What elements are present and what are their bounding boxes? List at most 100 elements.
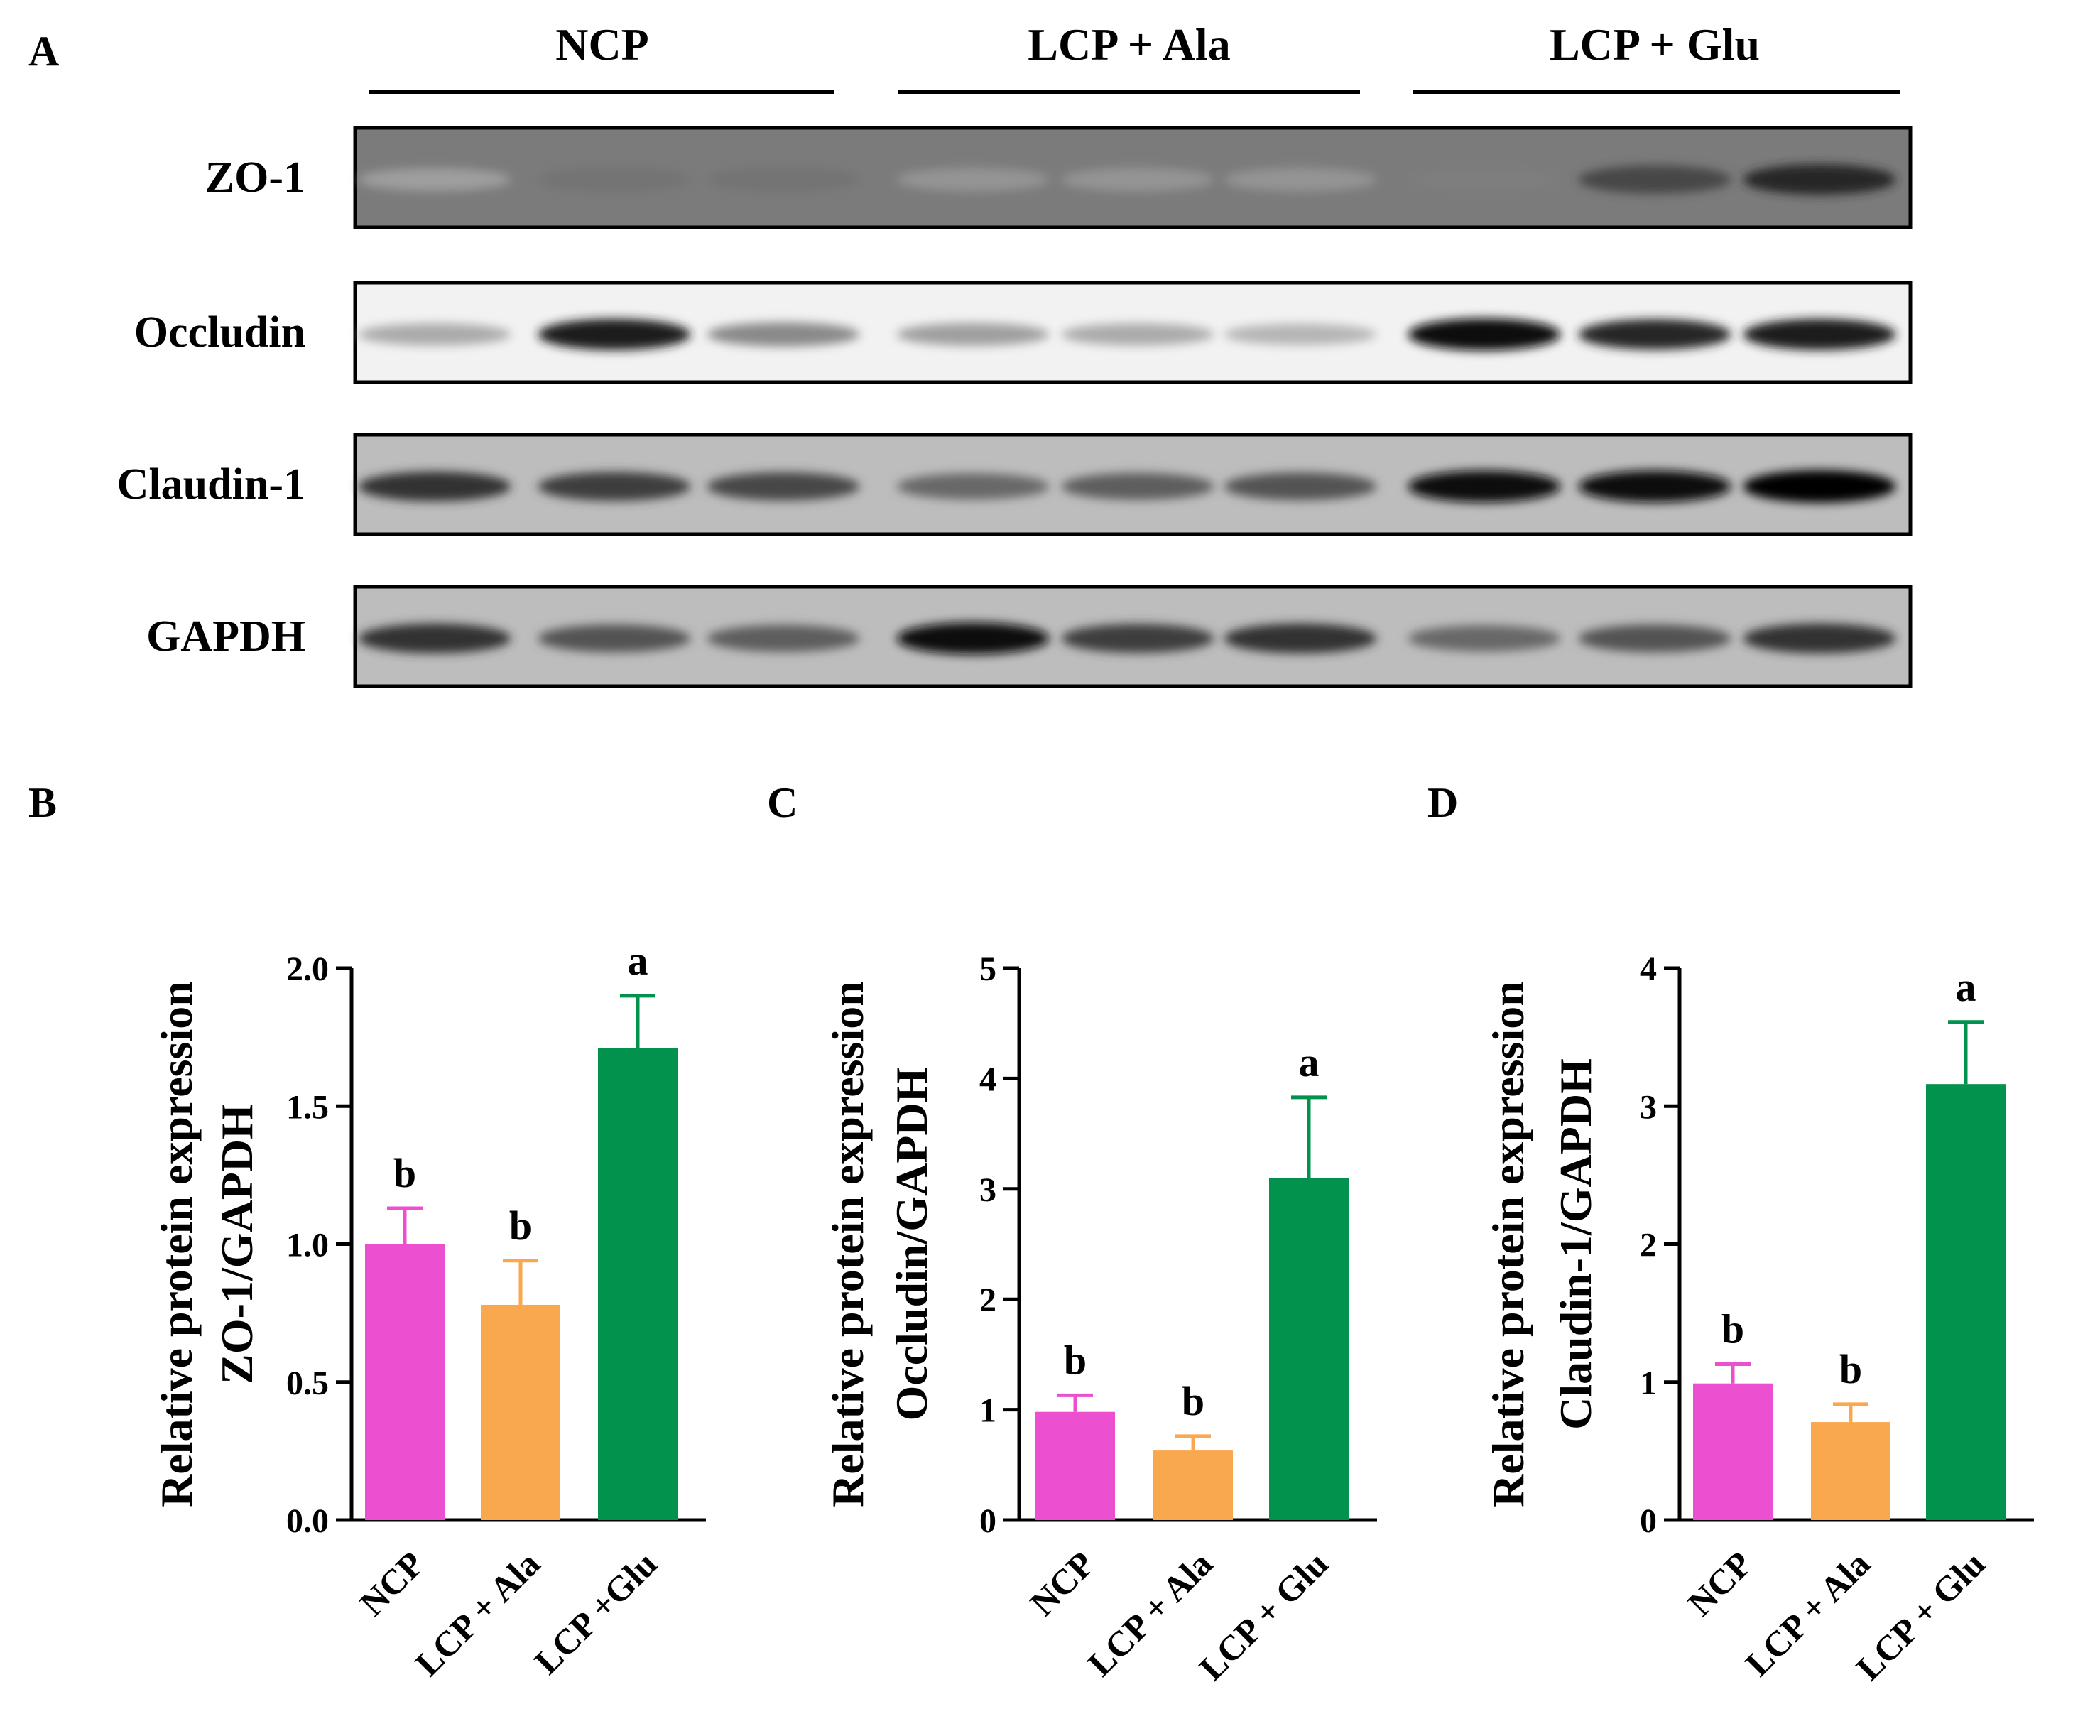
blot-band [538,472,691,501]
blot-band [707,166,860,192]
blot-band [538,166,691,192]
significance-letter: b [1721,1306,1744,1352]
significance-letter: b [1839,1346,1862,1392]
blot-row-label: Claudin-1 [117,460,305,509]
bar [365,1244,445,1520]
y-tick-label: 2 [979,1281,996,1319]
x-tick-label: LCP +Glu [526,1544,664,1681]
blot-band [1408,625,1561,652]
x-tick-label: LCP + Ala [408,1544,548,1683]
bar-chart-b: 0.0 0.5 1.0 1.5 2.0 Relative protein expressi… [151,938,706,1683]
y-tick-label: 1.5 [286,1088,329,1126]
y-tick-label: 2.0 [286,950,329,988]
blot-group-label: LCP + Glu [1550,19,1760,70]
blot-band [1578,319,1731,350]
blot-bands [358,318,1896,351]
blot-band [896,168,1050,192]
blot-band [1743,470,1896,503]
bar-charts: B C D 0.0 0.5 1.0 1.5 2.0 Relative protein ex… [28,779,2034,1688]
significance-letter: b [509,1203,532,1249]
y-tick-label: 4 [1640,950,1657,988]
significance-letter: a [1956,964,1976,1010]
blot-band [1743,318,1896,350]
significance-letter: a [1299,1039,1320,1085]
y-tick-label: 1 [1640,1365,1657,1402]
bar [1035,1411,1115,1520]
y-axis-label: Relative protein expression [1483,981,1533,1507]
bar [1811,1422,1890,1520]
blot-bands [358,164,1896,195]
blot-bands [358,470,1896,503]
x-tick-label: NCP [1680,1544,1760,1623]
blot-band [1408,470,1561,503]
y-tick-label: 0.0 [286,1502,329,1540]
blot-band [1061,323,1214,346]
blot-band [707,472,860,501]
blot-band [358,471,511,501]
blot-band [707,624,860,652]
blot-band [1578,624,1731,653]
y-tick-label: 0 [1640,1502,1657,1540]
y-tick-label: 2 [1640,1227,1657,1264]
panel-label-b: B [28,779,57,826]
blot-band [358,168,511,191]
blot-band [707,322,860,347]
blot-band [358,323,511,346]
blot-band [538,318,691,350]
blot-band [1578,165,1731,194]
blot-band [1061,624,1214,653]
bar [598,1048,678,1520]
y-tick-label: 1 [979,1392,996,1430]
bar [481,1304,560,1520]
blot-band [1578,470,1731,503]
blot-band [1224,168,1377,192]
blot-band [896,322,1050,346]
y-tick-label: 1.0 [286,1227,329,1264]
bar [1926,1084,2006,1520]
significance-letter: b [393,1150,416,1196]
significance-letter: b [1182,1378,1204,1424]
y-tick-label: 0.5 [286,1365,329,1402]
blot-band [1224,472,1377,501]
y-axis-label: Relative protein expression [151,981,202,1507]
bar [1693,1383,1773,1520]
y-tick-label: 5 [979,950,996,988]
y-axis-label: Relative protein expression [822,981,873,1507]
blot-row-label: Occludin [134,308,305,357]
bar-chart-c: 0 1 2 3 4 5 Relative protein expression Occludi… [822,950,1377,1688]
panel-label-a: A [28,28,59,75]
x-tick-label: NCP [352,1544,432,1623]
significance-letter: a [628,938,648,984]
blot-row-label: ZO-1 [205,153,305,202]
blot-group-label: NCP [555,19,649,70]
y-axis-label: Claudin-1/GAPDH [1550,1058,1601,1430]
blot-band [1061,472,1214,500]
y-tick-label: 3 [1640,1088,1657,1126]
blot-band [1224,623,1377,653]
blot-band [896,622,1050,655]
y-tick-label: 3 [979,1171,996,1209]
blot-band [358,623,511,653]
blot-band [538,624,691,653]
western-blot-panel: A NCP LCP + Ala LCP + Glu ZO-1 Occludin Claud… [28,19,1913,688]
blot-band [1224,323,1377,345]
bar-chart-d: 0 1 2 3 4 Relative protein expression Claudin-… [1483,950,2034,1688]
significance-letter: b [1064,1337,1087,1383]
bar [1269,1178,1349,1520]
blot-band [1408,318,1561,351]
y-axis-label: Occludin/GAPDH [886,1068,937,1421]
blot-bands [358,622,1896,655]
x-tick-label: NCP [1023,1544,1102,1623]
y-tick-label: 4 [979,1060,996,1098]
bar [1153,1450,1233,1520]
panel-label-c: C [767,779,798,826]
blot-band [1743,623,1896,653]
blot-band [1408,167,1561,192]
blot-group-label: LCP + Ala [1028,19,1230,70]
y-tick-label: 0 [979,1502,996,1540]
blot-band [896,473,1050,500]
panel-label-d: D [1427,779,1458,826]
blot-band [1061,168,1214,192]
blot-row-label: GAPDH [146,612,305,661]
